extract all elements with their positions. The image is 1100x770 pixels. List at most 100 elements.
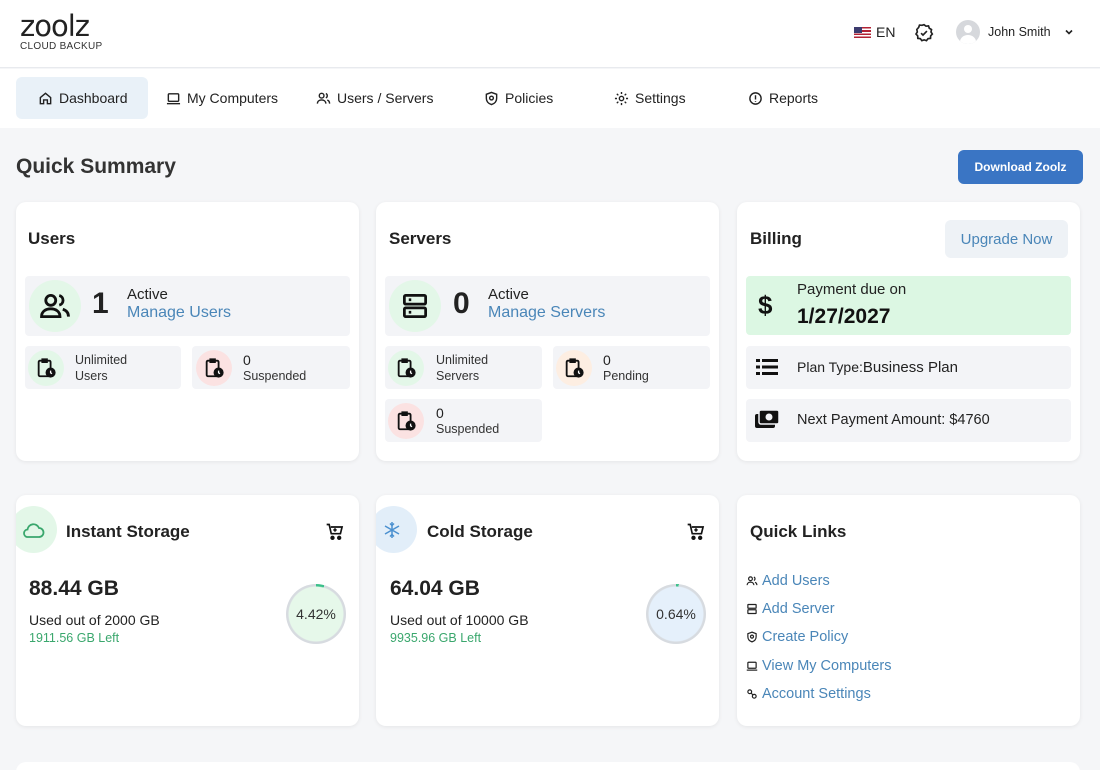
quick-link-label: Account Settings [762,686,871,702]
list-icon [756,359,778,375]
laptop-icon [166,92,181,104]
quick-link-create-policy[interactable]: Create Policy [746,629,848,645]
user-name: John Smith [988,25,1051,39]
quick-link-label: Add Server [762,601,835,617]
users-unlimited-line2: Users [75,369,108,383]
quick-link-view-my-computers[interactable]: View My Computers [746,658,891,674]
server-icon-circle [389,280,441,332]
quick-link-label: View My Computers [762,658,892,674]
payment-due-date: 1/27/2027 [797,305,891,328]
cart-icon[interactable] [686,522,706,542]
snowflake-icon-circle [376,506,417,553]
quick-link-add-server[interactable]: Add Server [746,601,835,617]
language-label: EN [876,24,896,40]
top-header: zoolz CLOUD BACKUP EN John Smith [0,0,1100,68]
plan-type-label: Plan Type: [797,359,863,375]
users-icon [40,293,70,319]
chevron-down-icon [1064,29,1073,35]
cold-storage-title: Cold Storage [427,522,533,541]
bottom-card [16,762,1080,770]
servers-active-count: 0 [453,287,470,320]
users-active-label: Active [127,286,168,303]
next-payment-amount: Next Payment Amount: $4760 [797,412,990,428]
instant-storage-percent: 4.42% [296,606,336,622]
cold-storage-amount: 64.04 GB [390,577,480,600]
servers-card-title: Servers [389,229,452,248]
dollar-icon: $ [758,290,773,320]
cold-storage-left: 9935.96 GB Left [390,631,482,645]
settings-icon [747,689,757,699]
instant-storage-usage-ring: 4.42% [286,584,346,644]
clipboard-clock-icon [388,403,424,439]
server-icon [747,603,757,615]
alert-circle-icon [749,91,762,105]
quick-links-card [737,495,1080,726]
clipboard-clock-icon [28,350,64,386]
plan-type-value: Business Plan [862,359,958,376]
servers-unlimited-line2: Servers [436,369,480,383]
quick-link-account-settings[interactable]: Account Settings [746,686,871,702]
instant-storage-amount: 88.44 GB [29,577,119,600]
servers-suspended-count: 0 [436,405,444,421]
payment-due-tile [746,276,1071,335]
plan-type-line: Plan Type:Business Plan [797,359,958,376]
cloud-icon [23,523,45,538]
us-flag-icon [854,26,871,38]
plan-type-tile [746,346,1071,389]
servers-suspended-label: Suspended [436,422,500,436]
cold-storage-used: Used out of 10000 GB [390,612,529,628]
servers-active-label: Active [488,286,529,303]
nav-my-computers[interactable]: My Computers [156,77,288,119]
server-icon [403,294,427,318]
quick-link-add-users[interactable]: Add Users [746,573,830,589]
instant-storage-used: Used out of 2000 GB [29,612,160,628]
servers-pending-label: Pending [603,369,649,383]
nav-label: Reports [769,90,819,106]
users-icon [316,92,331,104]
quick-links-title: Quick Links [750,522,847,541]
snowflake-icon [384,522,400,538]
shield-icon [747,631,757,643]
users-icon [746,576,758,586]
cold-storage-percent: 0.64% [656,606,696,622]
users-card-title: Users [28,229,76,248]
download-zoolz-button[interactable]: Download Zoolz [958,150,1083,184]
settings-badge-icon[interactable] [914,23,934,43]
nav-label: Users / Servers [337,90,434,106]
manage-users-link[interactable]: Manage Users [127,304,232,321]
quick-link-label: Add Users [762,573,830,589]
cold-storage-usage-ring: 0.64% [646,584,706,644]
instant-storage-left: 1911.56 GB Left [29,631,120,645]
servers-pending-count: 0 [603,352,611,368]
money-icon [755,409,780,428]
users-active-count: 1 [92,287,109,320]
laptop-icon [746,661,758,671]
clipboard-clock-icon [388,350,424,386]
cart-icon[interactable] [325,522,345,542]
nav-users-servers[interactable]: Users / Servers [306,77,443,119]
nav-policies[interactable]: Policies [474,77,563,119]
nav-settings[interactable]: Settings [604,77,696,119]
payment-due-label: Payment due on [797,281,907,298]
manage-servers-link[interactable]: Manage Servers [488,304,606,321]
zoolz-logo[interactable]: zoolz CLOUD BACKUP [20,9,103,53]
user-menu[interactable]: John Smith [956,20,1075,44]
billing-card-title: Billing [750,229,802,248]
main-nav: Dashboard My Computers Users / Servers P… [0,69,1100,128]
users-suspended-label: Suspended [243,369,307,383]
shield-icon [485,91,498,105]
nav-reports[interactable]: Reports [738,77,828,119]
users-suspended-count: 0 [243,352,251,368]
nav-label: My Computers [187,90,279,106]
logo-subtitle: CLOUD BACKUP [20,41,103,52]
servers-unlimited-line1: Unlimited [436,353,489,367]
cloud-icon-circle [16,506,57,553]
home-icon [39,91,52,104]
nav-dashboard[interactable]: Dashboard [16,77,148,119]
clipboard-clock-icon [556,350,592,386]
logo-wordmark: zoolz [20,9,90,43]
page-title: Quick Summary [16,155,176,178]
clipboard-clock-icon [196,350,232,386]
language-selector[interactable]: EN [854,24,895,40]
upgrade-now-button[interactable]: Upgrade Now [945,220,1068,258]
